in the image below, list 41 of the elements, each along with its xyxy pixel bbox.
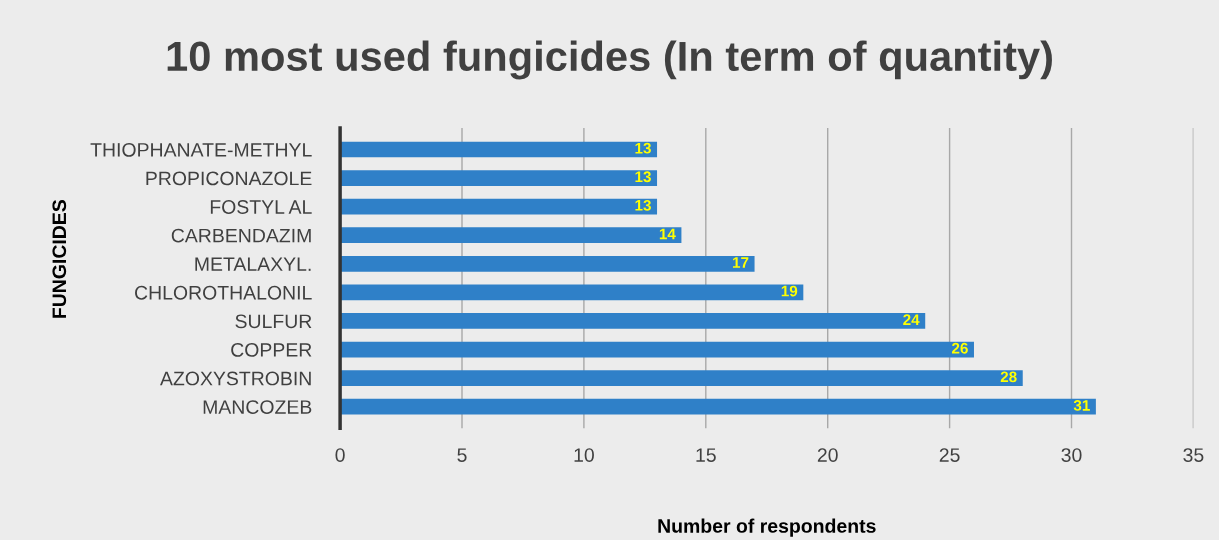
data-label: 28 [1000,371,1017,383]
data-label: 14 [659,228,676,240]
y-tick-label: CARBENDAZIM [171,228,311,243]
data-label: 26 [951,342,968,354]
bar [340,141,658,158]
bar [340,341,974,358]
data-label: 13 [635,171,651,183]
x-tick-label: 15 [696,448,716,462]
bar [340,255,755,272]
x-tick-label: 10 [574,448,594,462]
y-tick-label: THIOPHANATE-METHYL [90,142,312,157]
y-tick-label: PROPICONAZOLE [146,171,312,186]
data-label: 13 [635,199,651,211]
data-label: 31 [1073,400,1090,411]
y-tick-label: METALAXYL. [195,257,311,271]
y-tick-label: MANCOZEB [203,400,312,414]
data-label: 13 [635,142,651,154]
x-tick-label: 30 [1061,448,1082,462]
x-tick-label: 5 [457,448,467,462]
data-label: 24 [903,314,920,325]
chart-title: 10 most used fungicides (In term of quantity) [167,40,1052,80]
data-label: 17 [732,257,749,268]
bar [340,313,926,329]
data-label: 19 [781,285,798,297]
x-tick-label: 35 [1183,448,1204,462]
bar [340,370,1023,386]
y-axis-title: FUNGICIDES [52,200,67,318]
bar [340,398,1096,415]
bar [340,170,658,186]
bar [340,284,804,301]
x-tick-label: 0 [335,448,345,462]
bar [340,198,658,215]
y-tick-label: FOSTYL AL [210,200,312,214]
x-tick-label: 20 [817,448,838,462]
x-tick-label: 25 [939,448,960,462]
y-tick-label: COPPER [231,343,312,357]
y-tick-label: CHLOROTHALONIL [135,285,312,300]
bar [340,227,682,244]
y-tick-label: AZOXYSTROBIN [160,371,311,386]
x-axis-title: Number of respondents [658,518,876,537]
y-tick-label: SULFUR [235,314,312,329]
